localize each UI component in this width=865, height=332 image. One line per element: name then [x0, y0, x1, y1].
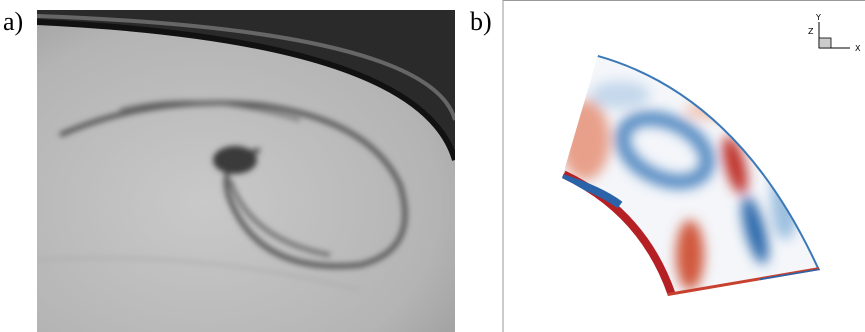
axis-label: Y: [815, 13, 821, 22]
panel-label: b): [470, 7, 492, 36]
axis-label: Z: [808, 27, 814, 36]
panel-label: a): [3, 7, 23, 36]
axis-label: X: [855, 44, 861, 53]
photo-panel: [37, 10, 455, 332]
simulation-render: [562, 55, 820, 296]
axis-triad: Y Z X: [808, 13, 861, 53]
